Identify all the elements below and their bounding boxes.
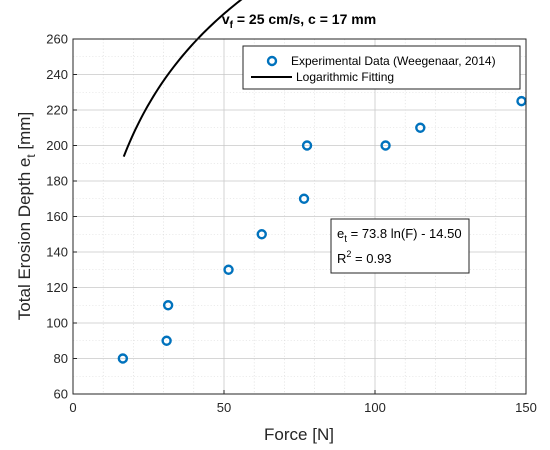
data-point	[298, 193, 310, 204]
chart-title: vf = 25 cm/s, c = 17 mm	[222, 11, 376, 31]
legend-label-experimental: Experimental Data (Weegenaar, 2014)	[291, 54, 496, 68]
r-squared-text: R2 = 0.93	[337, 249, 392, 266]
legend-box	[242, 45, 521, 90]
data-point	[380, 140, 391, 151]
data-point	[223, 264, 234, 275]
y-tick-label: 220	[46, 103, 68, 118]
y-axis-title: Total Erosion Depth et [mm]	[15, 112, 38, 320]
legend: Experimental Data (Weegenaar, 2014) Loga…	[242, 45, 521, 90]
y-tick-label: 140	[46, 245, 68, 260]
y-tick-label: 100	[46, 316, 68, 331]
y-tick-label: 80	[54, 351, 68, 366]
y-tick-label: 200	[46, 138, 68, 153]
data-point	[161, 335, 172, 346]
data-point	[516, 95, 527, 107]
x-tick-label: 50	[217, 400, 231, 415]
legend-label-fit: Logarithmic Fitting	[296, 70, 394, 84]
annotation-box	[330, 218, 470, 274]
data-point	[415, 122, 426, 133]
data-points	[117, 95, 527, 364]
data-point	[301, 140, 313, 151]
equation-text: et = 73.8 ln(F) - 14.50	[337, 226, 462, 245]
data-point	[162, 300, 174, 311]
y-tick-label: 260	[46, 32, 68, 47]
x-tick-label: 150	[515, 400, 537, 415]
equation-annotation: et = 73.8 ln(F) - 14.50 R2 = 0.93	[330, 218, 470, 274]
y-tick-label: 120	[46, 280, 68, 295]
fit-line	[122, 0, 243, 158]
y-tick-label: 60	[54, 387, 68, 402]
y-tick-label: 180	[46, 174, 68, 189]
x-tick-label: 0	[69, 400, 76, 415]
x-axis-title: Force [N]	[264, 425, 334, 444]
x-tick-label: 100	[364, 400, 386, 415]
x-axis-ticks: 0 50 100 150	[69, 390, 537, 415]
y-axis-ticks: 60 80 100 120 140 160 180 200 220 240 260	[46, 32, 77, 402]
data-point	[117, 353, 129, 364]
y-tick-label: 160	[46, 209, 68, 224]
y-tick-label: 240	[46, 67, 68, 82]
legend-marker-experimental	[266, 55, 278, 67]
data-point	[256, 229, 267, 240]
